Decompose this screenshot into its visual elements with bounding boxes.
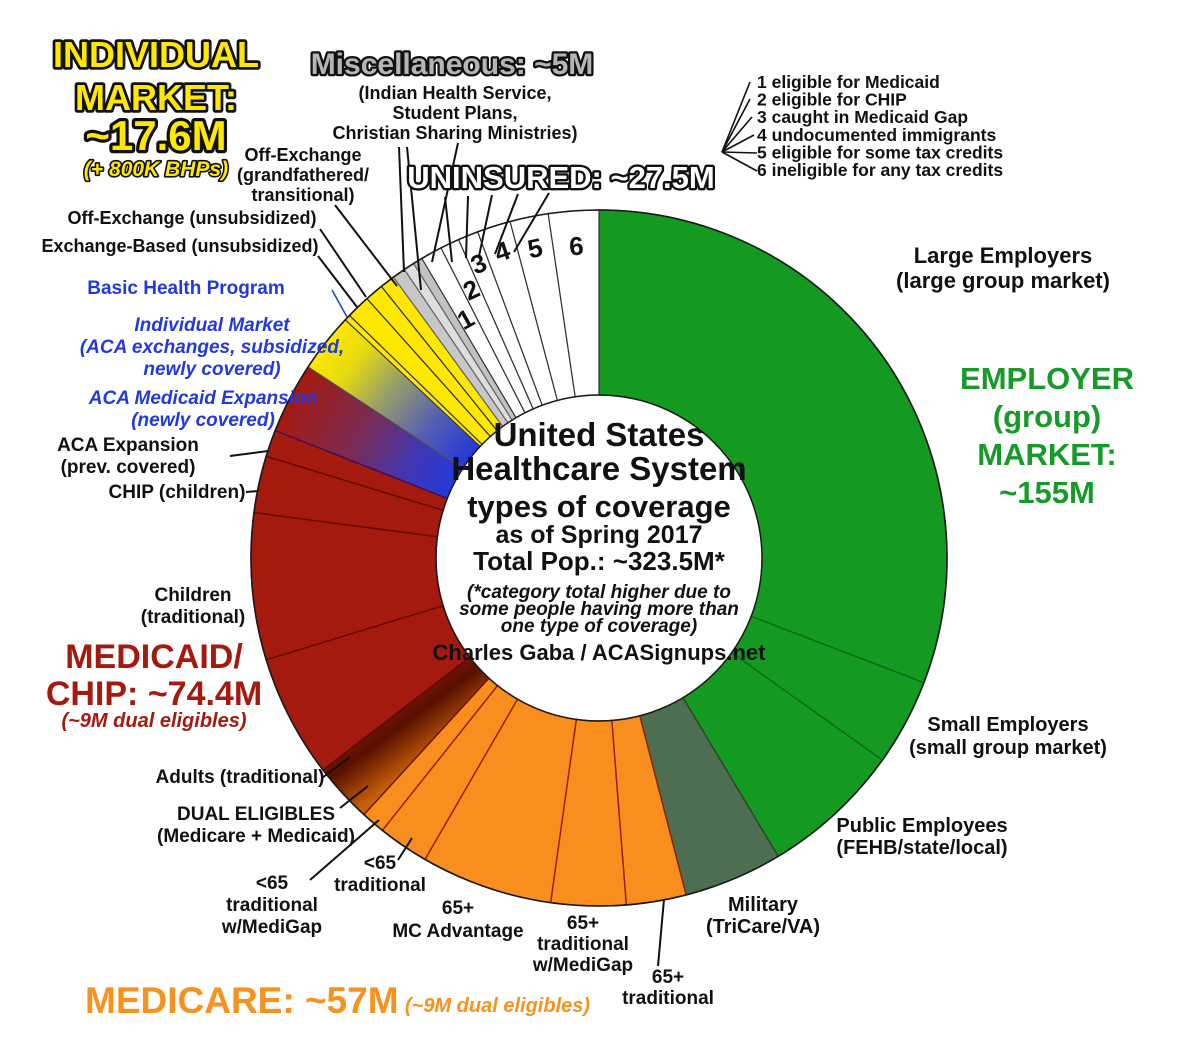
label-aca-medicaid-expansion: ACA Medicaid Expansion (newly covered) xyxy=(88,388,317,431)
leader-line-20 xyxy=(721,98,751,153)
leader-line-19 xyxy=(721,81,751,153)
leader-line-15 xyxy=(339,785,369,809)
leader-line-22 xyxy=(721,134,755,153)
label-dual-eligibles: DUAL ELIGIBLES (Medicare + Medicaid) xyxy=(157,804,355,847)
center-subtitle: types of coverage xyxy=(467,489,731,524)
title-medicaid-chip-note: (~9M dual eligibles) xyxy=(61,710,246,732)
title-individual-market-value: ~17.6M xyxy=(85,112,226,159)
leader-line-16 xyxy=(397,837,413,861)
title-medicare-note: (~9M dual eligibles) xyxy=(405,995,590,1017)
center-total-pop: Total Pop.: ~323.5M* xyxy=(473,546,726,576)
leader-line-5 xyxy=(478,194,493,257)
leader-line-0 xyxy=(398,146,405,273)
center-footnote: (*category total higher due to some peopl… xyxy=(459,582,739,637)
label-65-traditional: 65+ traditional xyxy=(622,967,714,1009)
leader-line-11 xyxy=(331,289,348,318)
leader-line-7 xyxy=(513,192,550,253)
label-65-mc-advantage: 65+ MC Advantage xyxy=(392,898,523,942)
donut-inner-rim xyxy=(435,394,763,722)
label-under65-traditional: <65 traditional xyxy=(334,853,426,896)
uninsured-legend: 1 eligible for Medicaid 2 eligible for CH… xyxy=(757,72,1003,180)
leader-line-10 xyxy=(317,255,358,308)
center-date: as of Spring 2017 xyxy=(495,521,702,549)
leader-line-18 xyxy=(657,898,665,967)
label-exchange-based-unsubsidized: Exchange-Based (unsubsidized) xyxy=(41,236,318,256)
title-employer-market: EMPLOYER (group) MARKET: ~155M xyxy=(960,361,1134,510)
center-credit: Charles Gaba / ACASignups.net xyxy=(433,640,767,665)
donut-outer-rim xyxy=(250,209,948,907)
uninsured-slice-numbers: 123 4 5 6 xyxy=(452,231,585,336)
leader-line-8 xyxy=(334,204,398,287)
title-medicaid-chip: MEDICAID/CHIP: ~74.4M xyxy=(46,638,262,713)
leader-line-1 xyxy=(406,146,422,291)
label-small-employers: Small Employers (small group market) xyxy=(909,714,1107,759)
center-title: United States Healthcare System xyxy=(451,416,746,487)
title-medicare: MEDICARE: ~57M xyxy=(85,980,399,1021)
label-basic-health-program: Basic Health Program xyxy=(87,278,284,299)
label-military: Military (TriCare/VA) xyxy=(706,894,820,938)
leader-line-24 xyxy=(721,151,758,172)
leader-line-21 xyxy=(721,116,753,153)
label-off-exchange-unsubsidized: Off-Exchange (unsubsidized) xyxy=(67,208,316,228)
leader-line-17 xyxy=(309,819,380,881)
leader-line-9 xyxy=(319,228,367,298)
leader-line-4 xyxy=(465,195,469,259)
label-off-exchange-grandfathered: Off-Exchange (grandfathered/transitional) xyxy=(237,145,369,205)
leader-line-23 xyxy=(721,151,758,154)
label-under65-traditional-medigap: <65 traditional w/MediGap xyxy=(221,873,322,938)
label-adults-traditional: Adults (traditional) xyxy=(156,767,325,788)
miscellaneous-sublabel: (Indian Health Service, Student Plans, Chr… xyxy=(332,83,577,143)
leader-line-6 xyxy=(494,193,519,255)
label-children-traditional: Children (traditional) xyxy=(141,585,246,628)
leader-line-3 xyxy=(444,196,453,263)
leader-lines xyxy=(229,81,758,967)
title-uninsured: UNINSURED: ~27.5M xyxy=(407,160,715,195)
label-65-traditional-medigap: 65+ traditional w/MediGap xyxy=(532,913,633,976)
leader-line-13 xyxy=(245,490,259,493)
uninsured-slice-number-5: 5 xyxy=(525,232,545,264)
label-public-employees: Public Employees (FEHB/state/local) xyxy=(836,815,1007,859)
label-large-employers: Large Employers (large group market) xyxy=(896,243,1110,293)
chart-labels: INDIVIDUAL MARKET:~17.6M(+ 800K BHPs) Misc… xyxy=(41,31,1134,1021)
uninsured-slice-number-6: 6 xyxy=(568,231,585,262)
label-chip-children: CHIP (children) xyxy=(109,482,246,503)
label-aca-expansion-prev: ACA Expansion (prev. covered) xyxy=(57,435,199,478)
title-individual-market-note: (+ 800K BHPs) xyxy=(84,158,228,181)
leader-line-12 xyxy=(229,450,269,457)
donut-segments: Large Employers (large group market)Smal… xyxy=(250,209,948,907)
label-individual-market-subsidized: Individual Market (ACA exchanges, subsidi… xyxy=(80,315,344,380)
title-miscellaneous: Miscellaneous: ~5M xyxy=(311,48,594,81)
leader-line-14 xyxy=(321,756,351,779)
title-individual-market: INDIVIDUAL MARKET: xyxy=(53,34,259,118)
